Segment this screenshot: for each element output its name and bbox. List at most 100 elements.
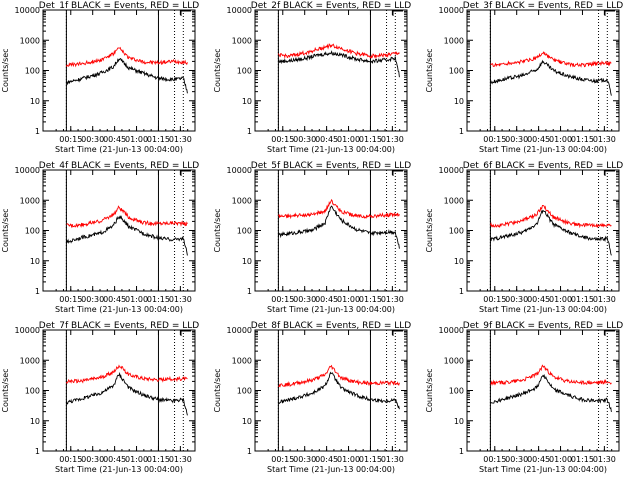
x-axis-label: Start Time (21-Jun-13 00:04:00) — [55, 305, 183, 314]
y-tick-label: 1 — [459, 127, 464, 136]
chart-panel: Det_5f BLACK = Events, RED = LLD 1 10 100 10… — [213, 161, 411, 314]
y-tick-label: 1000 — [232, 196, 252, 205]
x-tick-label: 01:30 — [169, 295, 192, 304]
x-tick-label: 00:15 — [59, 295, 82, 304]
y-tick-label: 10000 — [227, 6, 252, 15]
y-tick-label: 10 — [454, 417, 464, 426]
time-bracket-marker — [604, 10, 615, 16]
x-tick-label: 01:30 — [169, 135, 192, 144]
x-tick-label: 01:00 — [337, 295, 360, 304]
chart-title: Det_9f BLACK = Events, RED = LLD — [463, 321, 623, 331]
lld-series-line — [66, 364, 188, 385]
y-axis-label: Counts/sec — [1, 208, 10, 252]
y-tick-label: 1000 — [444, 196, 464, 205]
x-tick-label: 01:15 — [359, 295, 382, 304]
y-tick-label: 10 — [454, 97, 464, 106]
y-tick-label: 100 — [449, 387, 464, 396]
chart-title: Det_3f BLACK = Events, RED = LLD — [463, 1, 623, 11]
y-axis-label: Counts/sec — [1, 368, 10, 412]
y-tick-label: 1000 — [20, 36, 40, 45]
y-tick-label: 10 — [242, 257, 252, 266]
x-tick-label: 01:30 — [169, 455, 192, 464]
time-bracket-marker — [604, 170, 615, 176]
y-tick-label: 1 — [247, 127, 252, 136]
time-bracket-marker — [180, 330, 191, 336]
y-tick-label: 100 — [25, 67, 40, 76]
time-bracket-marker — [392, 170, 403, 176]
y-tick-label: 100 — [237, 67, 252, 76]
lld-series-line — [490, 51, 612, 68]
axes-frame — [466, 329, 620, 452]
x-tick-label: 01:00 — [125, 135, 148, 144]
events-series-line — [489, 209, 612, 256]
y-tick-label: 100 — [237, 387, 252, 396]
y-tick-label: 10 — [30, 97, 40, 106]
axes-frame — [42, 169, 196, 292]
chart-title: Det_2f BLACK = Events, RED = LLD — [251, 1, 411, 11]
y-tick-label: 100 — [449, 227, 464, 236]
y-axis-label: Counts/sec — [213, 48, 222, 92]
y-tick-label: 10000 — [15, 6, 40, 15]
x-tick-label: 00:30 — [505, 295, 528, 304]
x-tick-label: 00:15 — [271, 135, 294, 144]
events-series-line — [490, 374, 612, 412]
axes-frame — [254, 169, 408, 292]
chart-panel: Det_7f BLACK = Events, RED = LLD 1 10 100 10… — [1, 321, 199, 474]
x-tick-label: 00:30 — [505, 135, 528, 144]
y-tick-label: 100 — [25, 387, 40, 396]
x-tick-label: 00:30 — [81, 295, 104, 304]
y-tick-label: 1 — [247, 447, 252, 456]
chart-panel: Det_2f BLACK = Events, RED = LLD 1 10 100 10… — [213, 1, 411, 154]
x-tick-label: 01:15 — [571, 455, 594, 464]
x-tick-label: 01:15 — [359, 135, 382, 144]
y-tick-label: 1 — [247, 287, 252, 296]
time-bracket-marker — [392, 10, 403, 16]
y-tick-label: 1 — [35, 447, 40, 456]
x-tick-label: 01:15 — [147, 295, 170, 304]
chart-title: Det_6f BLACK = Events, RED = LLD — [463, 161, 623, 171]
x-tick-label: 00:15 — [483, 455, 506, 464]
y-tick-label: 10 — [454, 257, 464, 266]
x-tick-label: 00:15 — [271, 295, 294, 304]
axes-frame — [254, 329, 408, 452]
y-tick-label: 10 — [30, 257, 40, 266]
x-tick-label: 00:30 — [81, 135, 104, 144]
y-tick-label: 1000 — [20, 356, 40, 365]
x-axis-label: Start Time (21-Jun-13 00:04:00) — [267, 305, 395, 314]
chart-panel: Det_6f BLACK = Events, RED = LLD 1 10 100 10… — [425, 161, 623, 314]
y-tick-label: 1 — [459, 447, 464, 456]
y-tick-label: 1000 — [232, 36, 252, 45]
axes-frame — [42, 9, 196, 132]
lld-series-line — [278, 198, 400, 220]
x-axis-label: Start Time (21-Jun-13 00:04:00) — [267, 145, 395, 154]
y-tick-label: 100 — [449, 67, 464, 76]
x-tick-label: 00:15 — [271, 455, 294, 464]
x-tick-label: 00:45 — [527, 295, 550, 304]
x-axis-label: Start Time (21-Jun-13 00:04:00) — [479, 145, 607, 154]
x-tick-label: 00:30 — [505, 455, 528, 464]
events-series-line — [65, 371, 188, 416]
events-series-line — [489, 59, 612, 96]
x-tick-label: 00:45 — [527, 135, 550, 144]
time-bracket-marker — [180, 10, 191, 16]
time-bracket-marker — [180, 170, 191, 176]
x-tick-label: 01:15 — [359, 455, 382, 464]
x-tick-label: 00:45 — [315, 455, 338, 464]
x-tick-label: 01:30 — [381, 135, 404, 144]
x-tick-label: 00:15 — [483, 295, 506, 304]
x-tick-label: 00:45 — [315, 295, 338, 304]
x-tick-label: 01:30 — [593, 455, 616, 464]
lld-series-line — [489, 204, 612, 229]
x-tick-label: 01:00 — [549, 135, 572, 144]
y-axis-label: Counts/sec — [213, 368, 222, 412]
x-axis-label: Start Time (21-Jun-13 00:04:00) — [55, 145, 183, 154]
x-tick-label: 01:30 — [381, 295, 404, 304]
y-tick-label: 10 — [242, 417, 252, 426]
y-axis-label: Counts/sec — [425, 48, 434, 92]
events-series-line — [278, 50, 400, 78]
axes-frame — [466, 169, 620, 292]
x-tick-label: 00:15 — [483, 135, 506, 144]
time-bracket-marker — [392, 330, 403, 336]
y-tick-label: 1 — [35, 287, 40, 296]
